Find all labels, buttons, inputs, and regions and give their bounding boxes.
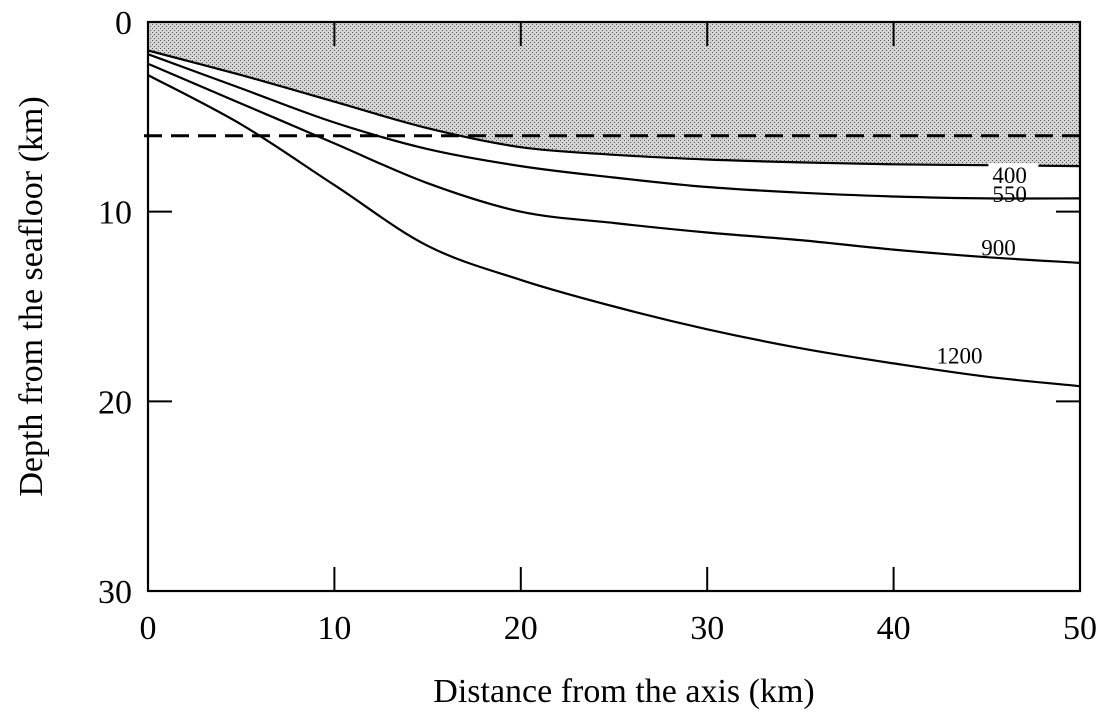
curve-400 [147, 49, 1081, 168]
shaded-region-layer [148, 22, 1080, 167]
axes-layer [146, 20, 1082, 593]
curve-1200 [147, 74, 1081, 388]
curve-900 [147, 62, 1081, 264]
shaded-region [148, 22, 1080, 167]
y-tick-label: 30 [98, 574, 132, 611]
x-tick-label: 30 [690, 610, 724, 647]
curve-550 [147, 53, 1081, 200]
curves-layer [147, 49, 1081, 388]
curve-label-400: 400 [992, 163, 1027, 188]
x-tick-label: 0 [140, 610, 157, 647]
y-tick-label: 20 [98, 384, 132, 421]
y-axis-title: Depth from the seafloor (km) [13, 96, 50, 496]
curve-label-bg-400 [988, 163, 1039, 189]
y-tick-label: 10 [98, 195, 132, 232]
y-tick-label: 0 [115, 5, 132, 42]
x-axis-title: Distance from the axis (km) [433, 673, 814, 710]
x-tick-label: 40 [877, 610, 911, 647]
curve-label-900: 900 [981, 235, 1016, 260]
curve-label-550: 550 [992, 182, 1027, 207]
x-tick-label: 10 [317, 610, 351, 647]
plot-frame [146, 20, 1082, 593]
curve-label-1200: 1200 [936, 343, 982, 368]
x-tick-label: 20 [504, 610, 538, 647]
x-tick-label: 50 [1063, 610, 1097, 647]
